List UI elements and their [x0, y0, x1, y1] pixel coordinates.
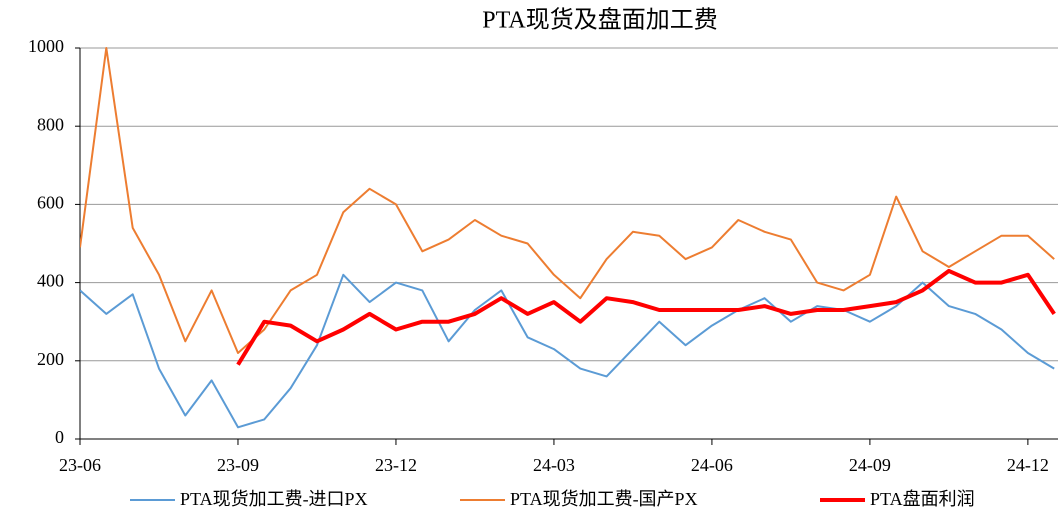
legend-label: PTA现货加工费-国产PX — [510, 489, 698, 509]
y-tick-label: 200 — [37, 349, 64, 369]
chart-title: PTA现货及盘面加工费 — [482, 7, 717, 34]
plot-area — [80, 47, 1056, 429]
y-tick-label: 400 — [37, 271, 64, 291]
x-tick-label: 24-09 — [849, 455, 891, 475]
y-tick-label: 600 — [37, 193, 64, 213]
series-line — [80, 273, 1055, 429]
x-tick-label: 24-03 — [533, 455, 575, 475]
series-line — [236, 268, 1056, 366]
series-line — [80, 47, 1055, 354]
x-tick-label: 23-12 — [375, 455, 417, 475]
y-tick-label: 0 — [55, 427, 64, 447]
x-tick-label: 23-09 — [217, 455, 259, 475]
y-tick-label: 800 — [37, 114, 64, 134]
x-tick-label: 24-06 — [691, 455, 733, 475]
y-tick-label: 1000 — [28, 36, 64, 56]
x-tick-label: 24-12 — [1007, 455, 1049, 475]
legend-label: PTA盘面利润 — [870, 489, 975, 509]
x-tick-label: 23-06 — [59, 455, 101, 475]
legend-label: PTA现货加工费-进口PX — [180, 489, 368, 509]
